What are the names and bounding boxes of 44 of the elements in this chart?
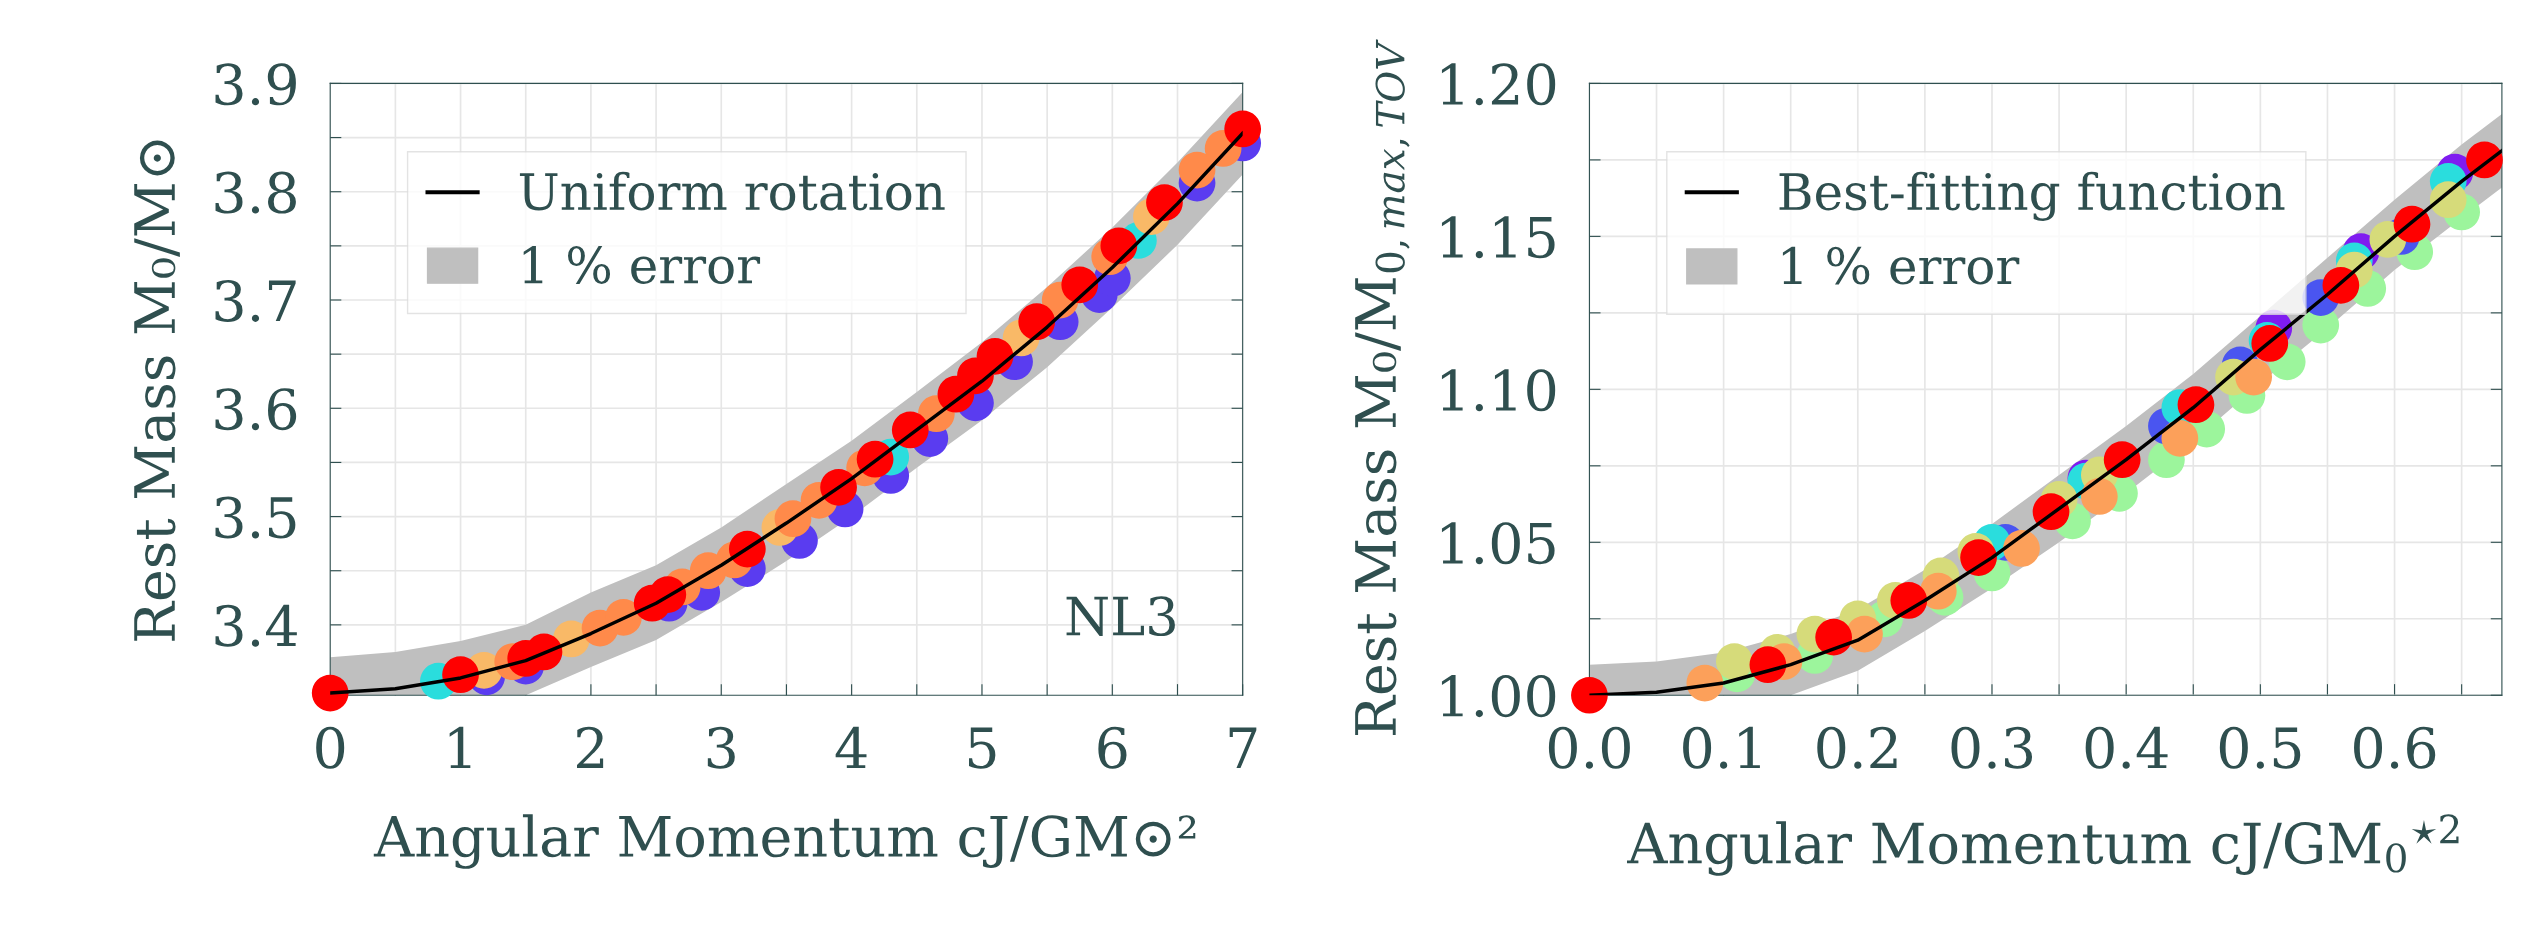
legend-label: 1 % error <box>523 246 761 284</box>
legend-label: Uniform rotation <box>519 171 945 211</box>
y-tick-label: 3.6 <box>215 388 297 431</box>
x-tick-label: 0.4 <box>2085 726 2168 769</box>
y-axis-title: Rest Mass M₀/M⊙ <box>134 140 180 641</box>
y-tick-label: 3.5 <box>215 496 296 539</box>
x-tick-label: 0.3 <box>1951 726 2033 769</box>
legend-label: Best-fitting function <box>1779 171 2285 221</box>
y-tick-label: 1.00 <box>1441 675 1556 718</box>
point <box>976 337 1014 375</box>
y-tick-label: 3.8 <box>215 171 296 214</box>
y-tick-label: 3.4 <box>215 604 297 647</box>
y-tick-label: 3.9 <box>215 63 296 106</box>
x-tick-label: 5 <box>969 727 996 769</box>
point <box>1224 110 1262 148</box>
x-tick-label: 0.5 <box>2219 726 2301 769</box>
x-tick-label: 4 <box>835 726 867 769</box>
x-tick-label: 1 <box>449 726 471 769</box>
x-tick-label: 0 <box>316 726 345 769</box>
x-axis-title: Angular Momentum cJ/GM$_{0}$$^{⋆2}$ <box>1627 814 2459 876</box>
x-tick-label: 0.0 <box>1548 726 1630 769</box>
x-tick-label: 6 <box>1098 726 1127 769</box>
x-tick-label: 0.6 <box>2354 726 2436 769</box>
point <box>2161 419 2199 457</box>
x-tick-label: 0.2 <box>1817 726 1897 769</box>
point <box>1571 676 1608 714</box>
y-tick-label: 1.15 <box>1441 216 1555 259</box>
point <box>1018 303 1056 341</box>
point <box>1815 618 1853 656</box>
x-tick-label: 3 <box>707 726 735 769</box>
x-tick-label: 2 <box>577 726 604 769</box>
x-tick-label: 7 <box>1229 727 1257 769</box>
point <box>1715 643 1753 680</box>
y-tick-label: 3.7 <box>215 279 296 322</box>
y-tick-label: 1.20 <box>1441 63 1556 106</box>
point <box>311 674 349 712</box>
annotation: NL3 <box>1066 596 1175 637</box>
x-tick-label: 0.1 <box>1683 726 1760 769</box>
y-axis-title: Rest Mass M₀/M$_{0,max,TOV}$ <box>1355 39 1410 735</box>
y-tick-label: 1.10 <box>1441 369 1556 412</box>
point <box>2235 358 2273 396</box>
x-axis-title: Angular Momentum cJ/GM⊙² <box>373 814 1196 869</box>
legend-label: 1 % error <box>1782 246 2020 285</box>
y-tick-label: 1.05 <box>1441 522 1555 565</box>
